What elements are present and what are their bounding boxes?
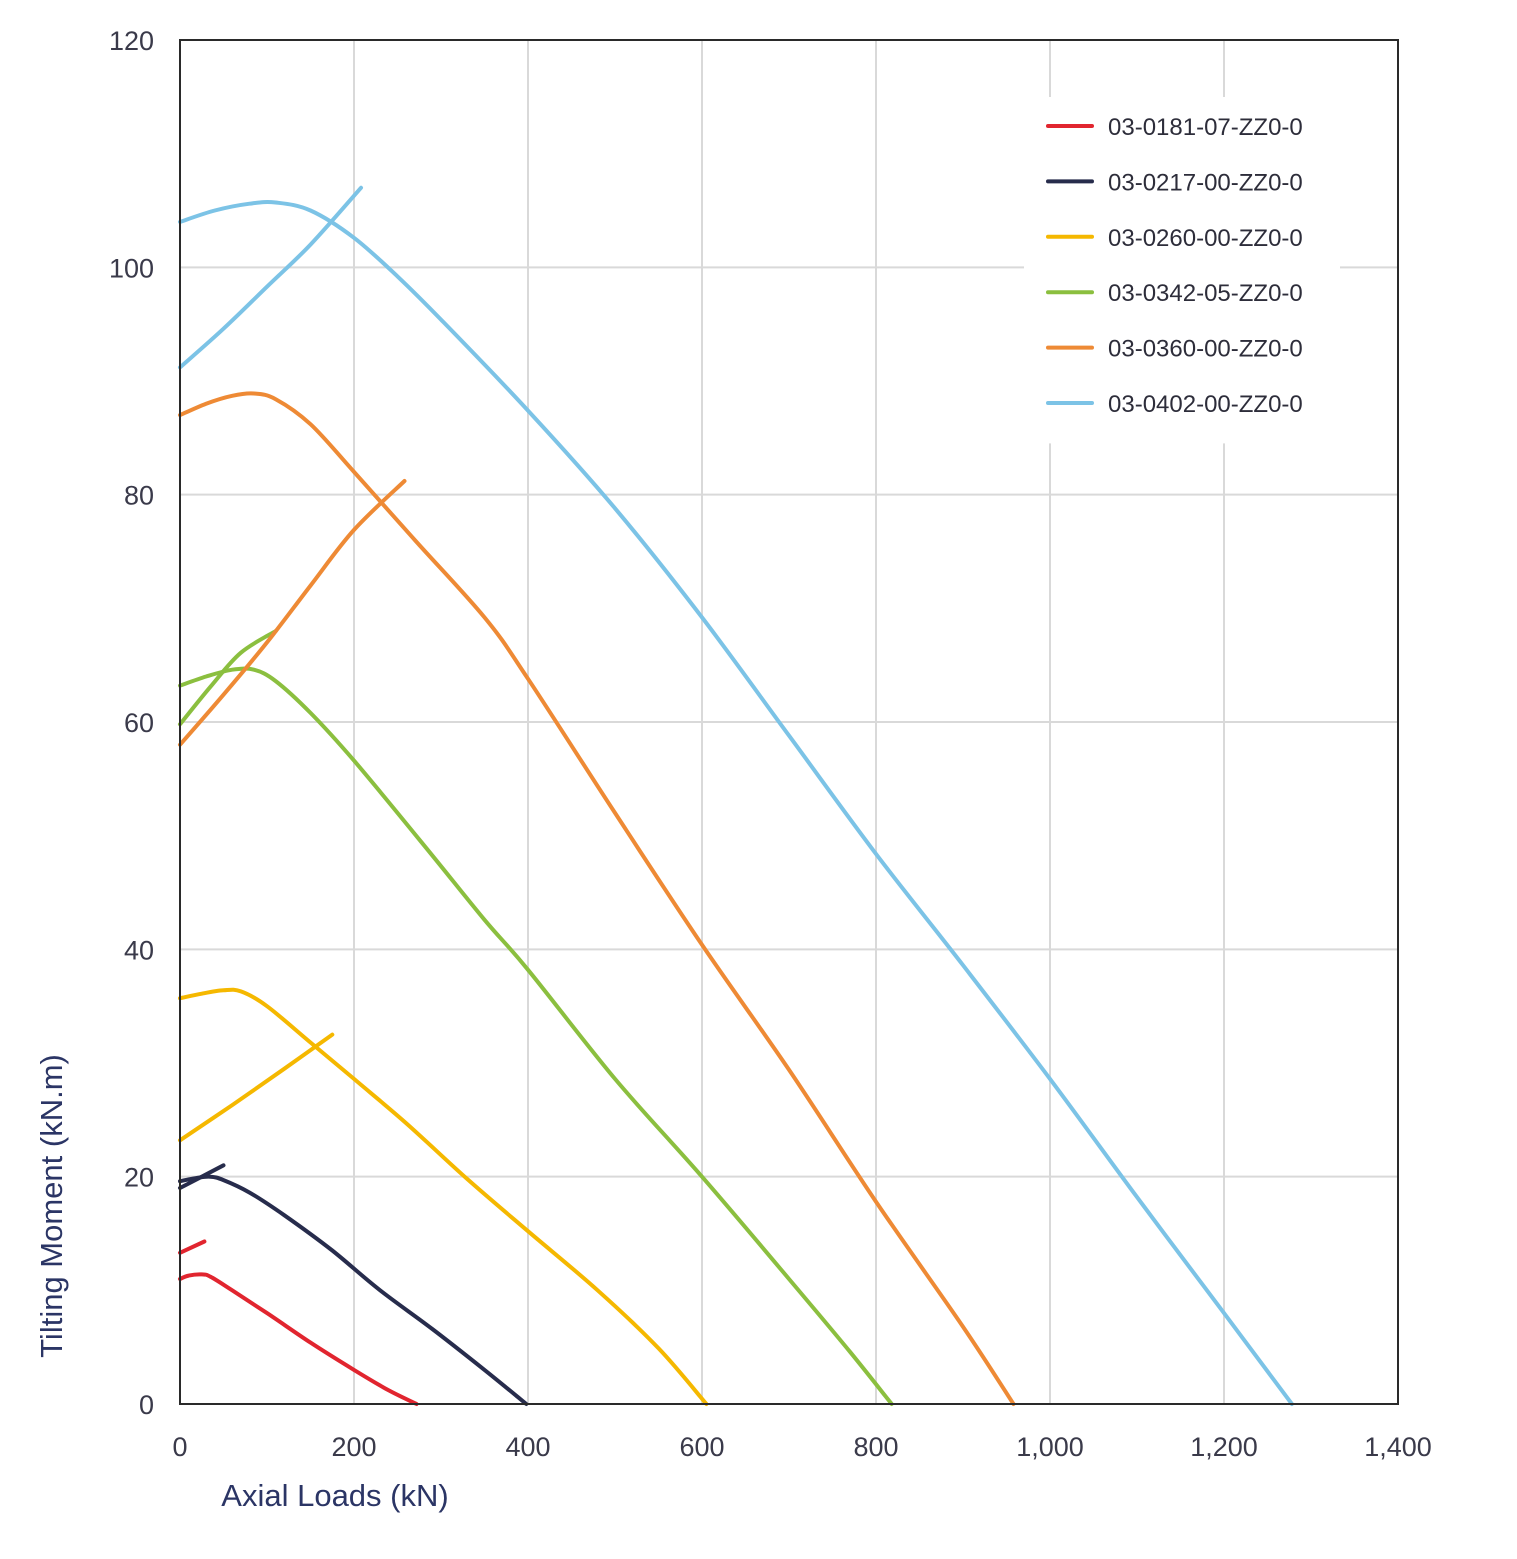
tick-labels: 0 200 400 600 800 1,000 1,200 1,400 0 20 40 60 80 100…: [109, 26, 1432, 1462]
legend-label: 03-0360-00-ZZ0-0: [1108, 336, 1303, 363]
y-tick-label: 120: [109, 26, 154, 56]
series-line-03-0402-00-ZZ0-0-limit: [178, 185, 363, 370]
series-03-0342-05-ZZ0-0: [178, 629, 894, 1406]
series-03-0181-07-ZZ0-0: [178, 1239, 419, 1406]
y-tick-label: 0: [139, 1390, 154, 1420]
x-axis-title: Axial Loads (kN): [221, 1478, 448, 1513]
series-line-03-0260-00-ZZ0-0-limit: [178, 1032, 335, 1143]
series-03-0360-00-ZZ0-0: [178, 391, 1016, 1406]
y-tick-label: 80: [124, 481, 154, 511]
x-tick-label: 400: [505, 1432, 550, 1462]
y-tick-label: 20: [124, 1163, 154, 1193]
legend-label: 03-0402-00-ZZ0-0: [1108, 391, 1303, 418]
series-line-03-0217-00-ZZ0-0-capacity: [178, 1174, 529, 1406]
x-tick-label: 0: [172, 1432, 187, 1462]
series-line-03-0402-00-ZZ0-0-capacity: [178, 200, 1294, 1406]
y-tick-label: 100: [109, 253, 154, 283]
legend-label: 03-0342-05-ZZ0-0: [1108, 280, 1303, 307]
legend: 03-0181-07-ZZ0-0 03-0217-00-ZZ0-0 03-0260-…: [1024, 97, 1340, 444]
x-tick-label: 600: [679, 1432, 724, 1462]
series-line-03-0360-00-ZZ0-0-limit: [178, 479, 407, 747]
x-tick-label: 1,400: [1364, 1432, 1432, 1462]
series-layer: [178, 185, 1294, 1406]
y-axis-title: Tilting Moment (kN.m): [34, 1054, 69, 1358]
x-tick-label: 1,000: [1016, 1432, 1084, 1462]
plot-frame: [179, 39, 1399, 1405]
y-tick-label: 40: [124, 935, 154, 965]
series-line-03-0342-05-ZZ0-0-capacity: [178, 666, 894, 1406]
legend-label: 03-0217-00-ZZ0-0: [1108, 169, 1303, 196]
series-line-03-0342-05-ZZ0-0-limit: [178, 629, 278, 727]
legend-label: 03-0181-07-ZZ0-0: [1108, 114, 1303, 141]
series-line-03-0260-00-ZZ0-0-capacity: [178, 987, 709, 1406]
legend-label: 03-0260-00-ZZ0-0: [1108, 225, 1303, 252]
legend-background: [1024, 97, 1340, 444]
x-tick-label: 200: [331, 1432, 376, 1462]
series-03-0402-00-ZZ0-0: [178, 185, 1294, 1406]
x-tick-label: 1,200: [1190, 1432, 1258, 1462]
series-03-0217-00-ZZ0-0: [178, 1163, 529, 1406]
y-tick-label: 60: [124, 708, 154, 738]
series-line-03-0181-07-ZZ0-0-capacity: [178, 1272, 419, 1406]
series-line-03-0181-07-ZZ0-0-limit: [178, 1239, 207, 1255]
series-03-0260-00-ZZ0-0: [178, 987, 709, 1406]
x-tick-label: 800: [853, 1432, 898, 1462]
series-line-03-0360-00-ZZ0-0-capacity: [178, 391, 1016, 1406]
